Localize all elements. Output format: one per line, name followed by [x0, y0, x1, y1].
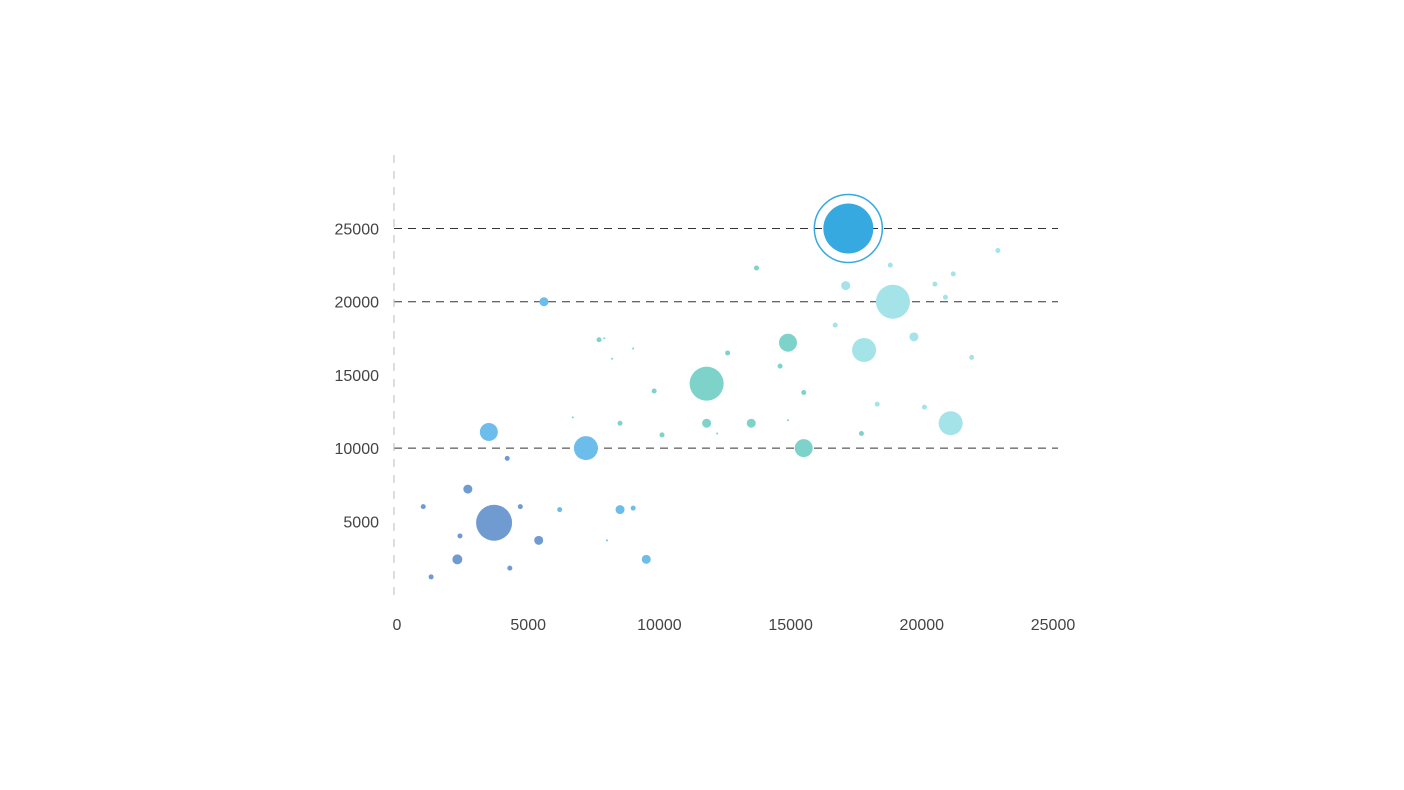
bubble[interactable]	[801, 389, 807, 395]
bubble[interactable]	[841, 281, 851, 291]
bubble[interactable]	[632, 347, 635, 350]
bubble[interactable]	[858, 430, 864, 436]
y-tick-labels: 5000 10000 15000 20000 25000	[335, 222, 380, 532]
bubble[interactable]	[420, 504, 426, 510]
bubble[interactable]	[615, 505, 625, 515]
x-tick-label: 25000	[1031, 617, 1076, 634]
bubble[interactable]	[932, 281, 938, 287]
bubble[interactable]	[573, 436, 598, 461]
bubble[interactable]	[507, 565, 513, 571]
bubble[interactable]	[571, 416, 574, 419]
bubble[interactable]	[725, 350, 731, 356]
bubble[interactable]	[887, 262, 893, 268]
bubble[interactable]	[746, 418, 756, 428]
bubble[interactable]	[603, 337, 606, 340]
x-tick-label: 15000	[768, 617, 813, 634]
x-tick-label: 20000	[900, 617, 945, 634]
bubble[interactable]	[702, 418, 712, 428]
bubble[interactable]	[950, 271, 956, 277]
bubble[interactable]	[641, 554, 651, 564]
bubble[interactable]	[909, 332, 919, 342]
bubble[interactable]	[611, 357, 614, 360]
bubble[interactable]	[777, 363, 783, 369]
bubble[interactable]	[778, 333, 797, 352]
bubble[interactable]	[786, 419, 789, 422]
bubble[interactable]	[938, 411, 963, 436]
gridlines	[394, 228, 1058, 449]
bubble[interactable]	[463, 484, 473, 494]
bubble[interactable]	[479, 422, 498, 441]
bubble[interactable]	[689, 366, 724, 401]
bubble[interactable]	[942, 294, 948, 300]
bubble[interactable]	[832, 322, 838, 328]
y-tick-label: 5000	[343, 514, 379, 531]
y-tick-label: 20000	[335, 295, 380, 312]
bubble[interactable]	[969, 354, 975, 360]
bubble[interactable]	[651, 388, 657, 394]
bubble[interactable]	[617, 420, 623, 426]
bubble[interactable]	[504, 455, 510, 461]
y-tick-label: 25000	[335, 222, 380, 239]
bubble[interactable]	[875, 284, 910, 319]
x-tick-label: 5000	[510, 617, 546, 634]
bubble[interactable]	[753, 265, 759, 271]
bubble[interactable]	[452, 554, 463, 565]
y-tick-label: 10000	[335, 441, 380, 458]
x-tick-label: 10000	[637, 617, 682, 634]
bubble[interactable]	[874, 401, 880, 407]
bubble[interactable]	[995, 247, 1001, 253]
bubble-highlight-ring	[813, 193, 884, 264]
bubble[interactable]	[823, 203, 874, 254]
bubble[interactable]	[659, 432, 665, 438]
bubble[interactable]	[630, 505, 636, 511]
bubble[interactable]	[605, 539, 608, 542]
bubble[interactable]	[716, 432, 719, 435]
bubble[interactable]	[517, 504, 523, 510]
bubble[interactable]	[557, 507, 563, 513]
bubble[interactable]	[852, 338, 877, 363]
x-tick-labels: 0 5000 10000 15000 20000 25000	[393, 617, 1076, 634]
bubble[interactable]	[457, 533, 463, 539]
bubble[interactable]	[476, 504, 513, 541]
bubble[interactable]	[428, 574, 434, 580]
bubble[interactable]	[921, 404, 927, 410]
bubble[interactable]	[534, 535, 544, 545]
bubbles	[420, 193, 1001, 580]
bubble[interactable]	[596, 337, 602, 343]
y-tick-label: 15000	[335, 368, 380, 385]
bubble[interactable]	[794, 439, 813, 458]
x-tick-label: 0	[393, 617, 402, 634]
bubble[interactable]	[539, 297, 549, 307]
